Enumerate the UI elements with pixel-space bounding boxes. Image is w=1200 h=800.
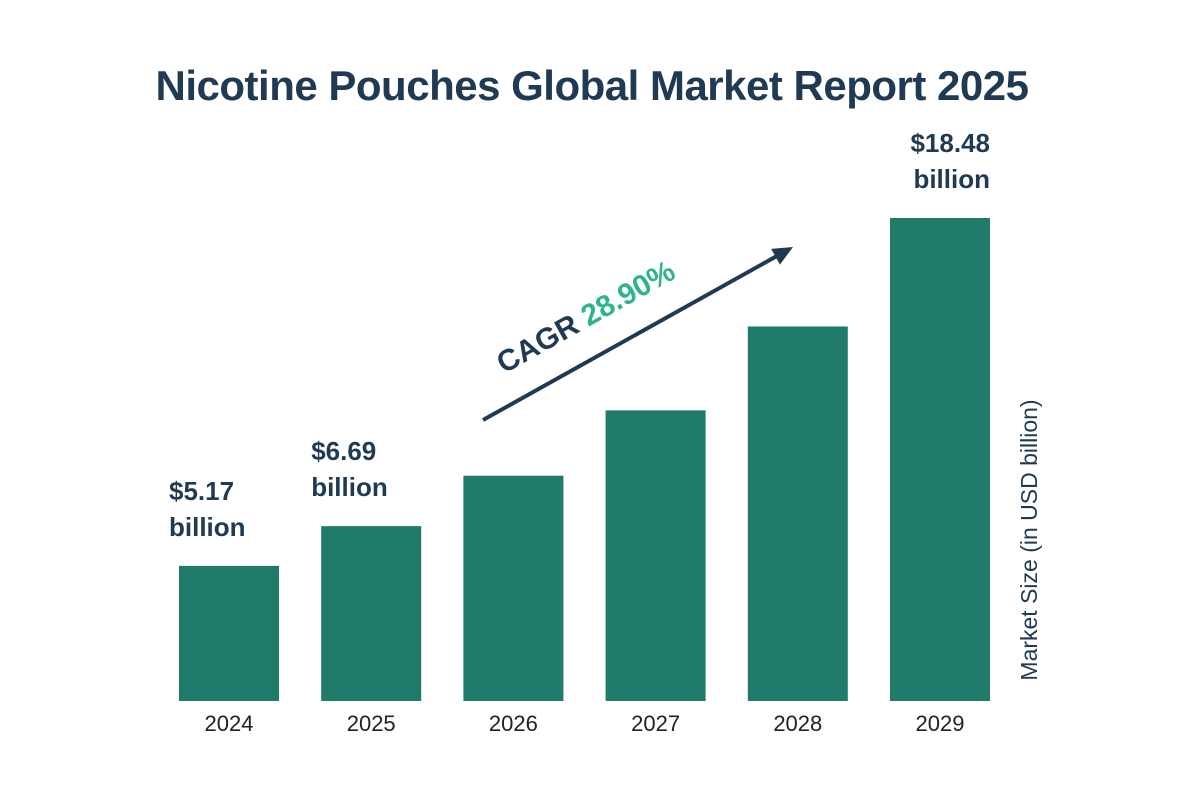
x-tick-2024: 2024: [205, 711, 254, 736]
chart-title: Nicotine Pouches Global Market Report 20…: [155, 62, 1029, 109]
x-tick-2028: 2028: [773, 711, 822, 736]
x-tick-2027: 2027: [631, 711, 680, 736]
x-tick-2029: 2029: [916, 711, 965, 736]
bar-2025: [321, 526, 422, 701]
value-label-2029-unit: billion: [913, 164, 990, 194]
bar-2027: [605, 410, 706, 701]
y-axis-label: Market Size (in USD billion): [1016, 399, 1042, 680]
cagr-arrow-line: [482, 252, 782, 422]
bars-group: [179, 218, 990, 701]
bar-2029: [890, 218, 990, 701]
value-label-2025-unit: billion: [311, 472, 388, 502]
x-tick-labels: 2024 2025 2026 2027 2028 2029: [205, 711, 965, 736]
cagr-arrow-head: [771, 247, 793, 265]
x-tick-2025: 2025: [347, 711, 396, 736]
value-label-2024-unit: billion: [169, 512, 246, 542]
bar-2028: [747, 326, 848, 701]
value-labels-group: $5.17 billion $6.69 billion $18.48 billion: [169, 128, 990, 542]
bar-2026: [463, 475, 564, 701]
value-label-2025-amount: $6.69: [311, 436, 376, 466]
value-label-2024-amount: $5.17: [169, 476, 234, 506]
cagr-annotation: CAGR 28.90%: [482, 247, 793, 422]
bar-2024: [179, 565, 279, 701]
cagr-value: 28.90%: [576, 255, 681, 333]
value-label-2029-amount: $18.48: [910, 128, 990, 158]
x-tick-2026: 2026: [489, 711, 538, 736]
